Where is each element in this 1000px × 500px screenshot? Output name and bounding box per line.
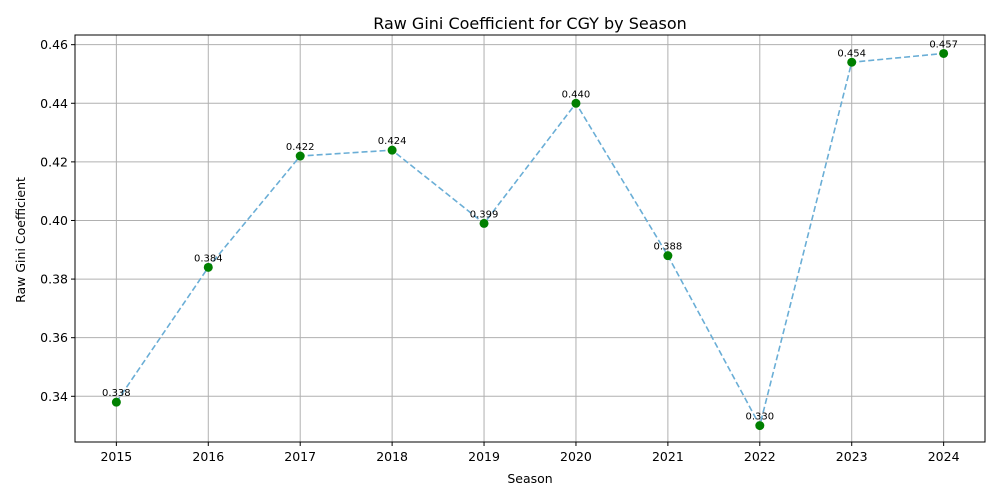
data-point — [571, 98, 581, 108]
x-tick-label: 2015 — [100, 449, 132, 464]
data-label: 0.424 — [378, 136, 407, 147]
plot-area-frame — [74, 34, 986, 443]
data-label: 0.384 — [194, 253, 223, 264]
x-tick-label: 2020 — [560, 449, 592, 464]
data-point — [111, 397, 121, 407]
chart-title: Raw Gini Coefficient for CGY by Season — [373, 14, 687, 33]
data-label: 0.399 — [470, 209, 499, 220]
x-tick-label: 2024 — [928, 449, 960, 464]
data-point — [295, 151, 305, 161]
x-tick-label: 2022 — [744, 449, 776, 464]
data-point — [755, 421, 765, 431]
x-tick-label: 2017 — [284, 449, 316, 464]
data-point — [939, 48, 949, 58]
y-tick-label: 0.42 — [40, 154, 68, 169]
grid — [75, 35, 985, 442]
data-point — [847, 57, 857, 67]
x-axis-title: Season — [507, 471, 552, 486]
y-tick-label: 0.44 — [40, 96, 68, 111]
data-label: 0.388 — [654, 242, 683, 253]
series-layer: 0.338 0.384 0.422 0.424 0.399 0.440 0.388 0.330… — [102, 39, 958, 431]
axis-ticks: 2015 2016 2017 2018 2019 2020 2021 2022 2023 2024… — [40, 37, 959, 464]
data-point — [663, 251, 673, 261]
x-tick-label: 2021 — [652, 449, 684, 464]
x-tick-label: 2016 — [192, 449, 224, 464]
data-label: 0.457 — [929, 39, 958, 50]
data-label: 0.454 — [837, 48, 866, 59]
data-point — [387, 145, 397, 155]
y-tick-label: 0.38 — [40, 272, 68, 287]
y-tick-label: 0.46 — [40, 37, 68, 52]
y-axis-title: Raw Gini Coefficient — [13, 177, 28, 303]
data-label: 0.422 — [286, 142, 315, 153]
data-point — [479, 218, 489, 228]
y-tick-label: 0.36 — [40, 330, 68, 345]
x-tick-label: 2019 — [468, 449, 500, 464]
data-point — [203, 262, 213, 272]
x-tick-label: 2018 — [376, 449, 408, 464]
series-line — [115, 52, 944, 428]
y-tick-label: 0.34 — [40, 389, 68, 404]
y-tick-label: 0.40 — [40, 213, 68, 228]
data-label: 0.330 — [745, 412, 774, 423]
data-label: 0.440 — [562, 89, 591, 100]
data-label: 0.338 — [102, 388, 131, 399]
x-tick-label: 2023 — [836, 449, 868, 464]
